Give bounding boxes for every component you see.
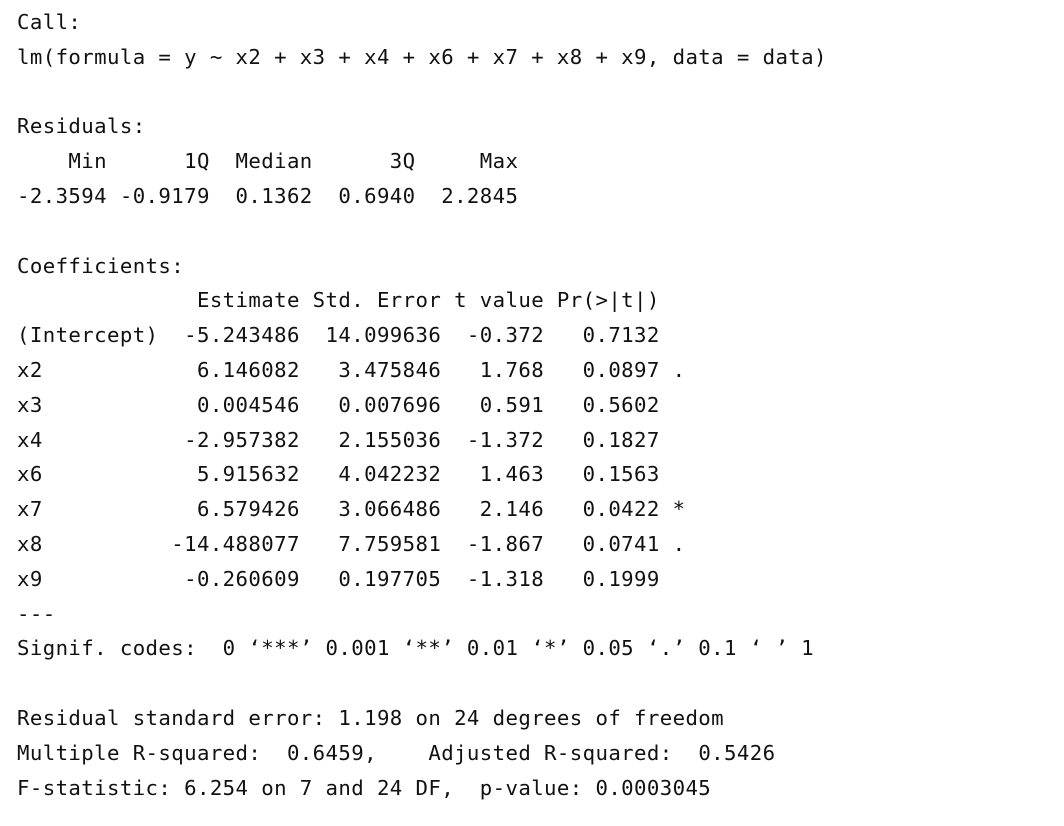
coefficient-row-x8: x8 -14.488077 7.759581 -1.867 0.0741 . bbox=[17, 531, 686, 556]
coefficient-row-x4: x4 -2.957382 2.155036 -1.372 0.1827 bbox=[17, 427, 686, 452]
residual-standard-error: Residual standard error: 1.198 on 24 deg… bbox=[17, 705, 725, 730]
separator-line: --- bbox=[17, 601, 56, 626]
coefficient-row-x7: x7 6.579426 3.066486 2.146 0.0422 * bbox=[17, 497, 686, 522]
residuals-values-row: -2.3594 -0.9179 0.1362 0.6940 2.2845 bbox=[17, 183, 532, 208]
call-header: Call: bbox=[17, 10, 82, 34]
blank-line bbox=[17, 214, 827, 249]
coefficient-row-intercept: (Intercept) -5.243486 14.099636 -0.372 0… bbox=[17, 323, 686, 348]
coefficients-column-headers: Estimate Std. Error t value Pr(>|t|) bbox=[17, 288, 686, 313]
coefficient-row-x6: x6 5.915632 4.042232 1.463 0.1563 bbox=[17, 462, 686, 487]
r-squared-line: Multiple R-squared: 0.6459, Adjusted R-s… bbox=[17, 740, 789, 765]
coefficient-row-x3: x3 0.004546 0.007696 0.591 0.5602 bbox=[17, 392, 686, 417]
blank-line bbox=[17, 75, 827, 110]
signif-codes-legend: Signif. codes: 0 ‘***’ 0.001 ‘**’ 0.01 ‘… bbox=[17, 636, 815, 661]
residuals-labels-row: Min 1Q Median 3Q Max bbox=[17, 149, 532, 174]
coefficients-header: Coefficients: bbox=[17, 253, 185, 278]
call-formula: lm(formula = y ~ x2 + x3 + x4 + x6 + x7 … bbox=[17, 44, 827, 69]
residuals-header: Residuals: bbox=[17, 114, 146, 139]
blank-line bbox=[17, 666, 827, 701]
coefficient-row-x9: x9 -0.260609 0.197705 -1.318 0.1999 bbox=[17, 566, 686, 591]
coefficient-row-x2: x2 6.146082 3.475846 1.768 0.0897 . bbox=[17, 357, 686, 382]
r-lm-summary-output: Call: lm(formula = y ~ x2 + x3 + x4 + x6 … bbox=[17, 5, 827, 805]
f-statistic-line: F-statistic: 6.254 on 7 and 24 DF, p-val… bbox=[17, 775, 712, 800]
